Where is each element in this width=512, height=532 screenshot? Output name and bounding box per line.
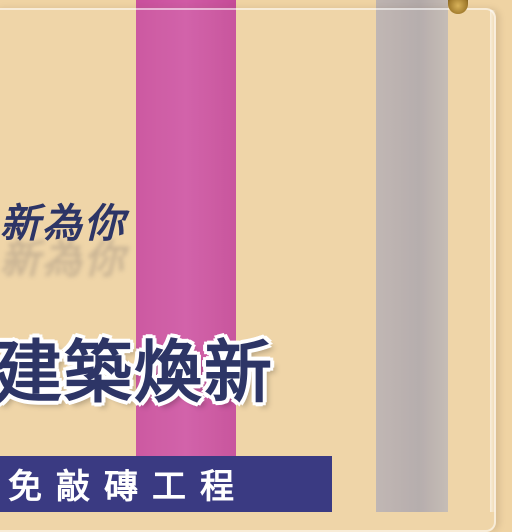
wall-background: [136, 0, 448, 512]
pink-stripe: [136, 0, 236, 512]
mounting-screw-icon: [448, 0, 468, 14]
tagline-reflection: 新為你: [0, 237, 126, 283]
sign-tagline: 新為你: [0, 201, 126, 247]
acrylic-edge-highlight: [490, 10, 496, 512]
sign-banner: [0, 456, 332, 512]
acrylic-sign-panel: [0, 8, 496, 532]
sign-headline: 建築煥新: [0, 334, 275, 413]
sign-banner-text: 免敲磚工程: [8, 467, 248, 507]
grey-stripe: [376, 0, 448, 512]
